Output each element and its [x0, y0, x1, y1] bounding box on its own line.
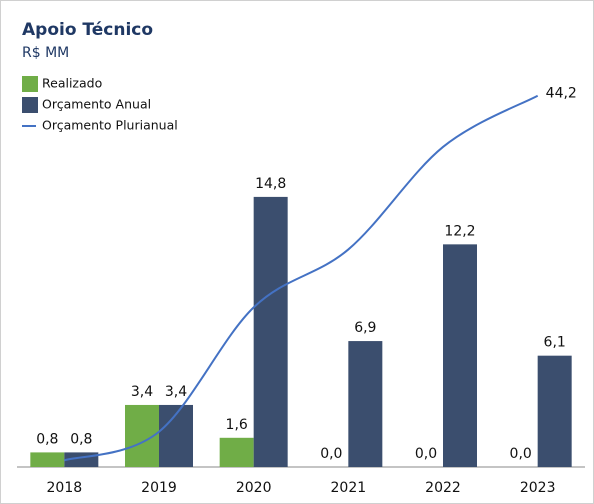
data-label: 6,9 [354, 320, 376, 336]
bar [348, 341, 383, 467]
x-tick-label: 2021 [331, 480, 367, 496]
bar [253, 196, 288, 467]
x-tick-label: 2020 [236, 480, 272, 496]
data-label: 44,2 [546, 86, 577, 102]
data-label: 14,8 [255, 176, 286, 192]
bar [30, 452, 65, 467]
legend-label: Orçamento Anual [42, 97, 151, 112]
x-tick-label: 2023 [520, 480, 556, 496]
data-label: 12,2 [444, 223, 475, 239]
data-label: 0,0 [415, 446, 437, 462]
x-tick-label: 2019 [141, 480, 177, 496]
legend-swatch [22, 97, 38, 113]
bar [537, 355, 572, 467]
data-label: 0,0 [510, 446, 532, 462]
data-label: 0,0 [320, 446, 342, 462]
data-label: 3,4 [165, 384, 187, 400]
data-label: 0,8 [70, 431, 92, 447]
bar [219, 437, 254, 467]
legend-swatch [22, 76, 38, 92]
data-label: 6,1 [544, 335, 566, 351]
data-label: 0,8 [36, 431, 58, 447]
line [64, 94, 539, 462]
chart-subtitle: R$ MM [22, 45, 69, 61]
data-label: 1,6 [226, 417, 248, 433]
bar [443, 244, 477, 467]
x-tick-label: 2018 [47, 480, 83, 496]
data-label: 3,4 [131, 384, 153, 400]
x-tick-label: 2022 [425, 480, 461, 496]
chart-title: Apoio Técnico [22, 20, 153, 40]
legend-label: Orçamento Plurianual [42, 118, 178, 133]
legend-label: Realizado [42, 76, 102, 91]
